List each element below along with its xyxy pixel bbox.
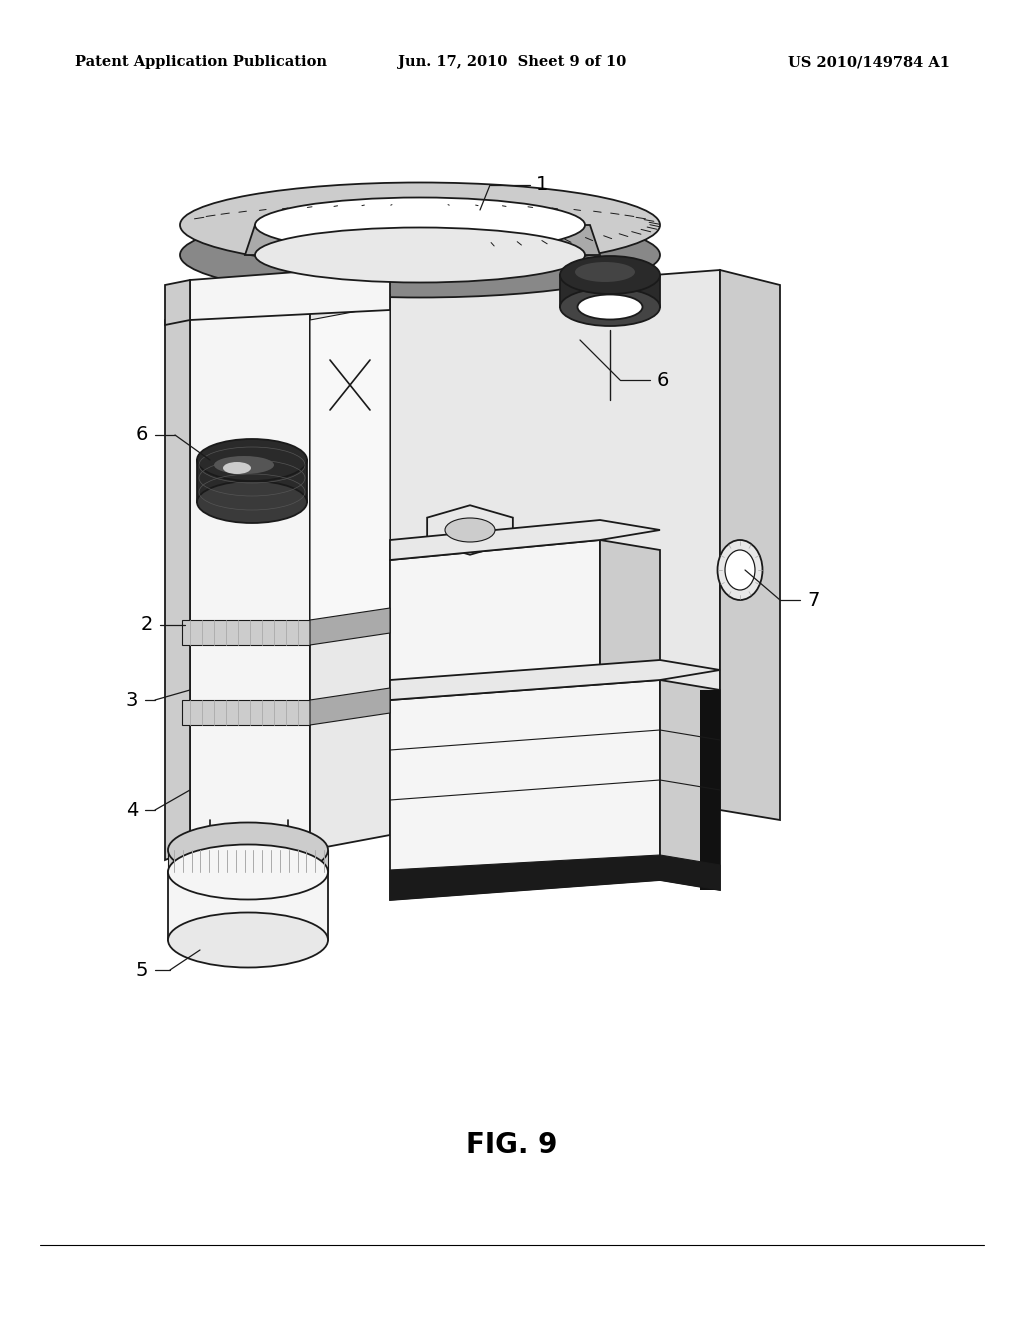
Polygon shape <box>190 310 310 850</box>
Polygon shape <box>168 850 328 873</box>
Text: US 2010/149784 A1: US 2010/149784 A1 <box>788 55 950 69</box>
Ellipse shape <box>214 455 274 474</box>
Polygon shape <box>165 310 190 861</box>
Polygon shape <box>390 855 720 900</box>
Ellipse shape <box>255 227 585 282</box>
Text: Jun. 17, 2010  Sheet 9 of 10: Jun. 17, 2010 Sheet 9 of 10 <box>398 55 626 69</box>
Polygon shape <box>427 506 513 554</box>
Ellipse shape <box>180 182 660 268</box>
Ellipse shape <box>168 845 328 899</box>
Text: 5: 5 <box>135 961 148 979</box>
Ellipse shape <box>223 462 251 474</box>
Text: FIG. 9: FIG. 9 <box>466 1131 558 1159</box>
Polygon shape <box>600 540 660 690</box>
Polygon shape <box>390 680 660 900</box>
Ellipse shape <box>180 213 660 297</box>
Ellipse shape <box>575 261 635 282</box>
Polygon shape <box>700 690 720 890</box>
Text: 7: 7 <box>807 590 819 610</box>
Polygon shape <box>168 873 328 940</box>
Polygon shape <box>182 620 310 645</box>
Polygon shape <box>310 305 390 635</box>
Ellipse shape <box>168 912 328 968</box>
Ellipse shape <box>578 294 642 319</box>
Polygon shape <box>560 275 660 308</box>
Polygon shape <box>390 271 720 836</box>
Ellipse shape <box>718 540 763 601</box>
Polygon shape <box>390 660 720 700</box>
Text: 6: 6 <box>657 371 670 389</box>
Polygon shape <box>720 271 780 820</box>
Polygon shape <box>197 459 307 502</box>
Polygon shape <box>310 609 390 645</box>
Text: Patent Application Publication: Patent Application Publication <box>75 55 327 69</box>
Ellipse shape <box>725 550 755 590</box>
Ellipse shape <box>168 845 328 899</box>
Ellipse shape <box>445 517 495 543</box>
Ellipse shape <box>168 822 328 878</box>
Text: 3: 3 <box>126 690 138 710</box>
Polygon shape <box>165 280 190 325</box>
Ellipse shape <box>560 288 660 326</box>
Ellipse shape <box>197 480 307 523</box>
Text: 4: 4 <box>126 800 138 820</box>
Ellipse shape <box>255 198 585 252</box>
Polygon shape <box>310 688 390 725</box>
Ellipse shape <box>560 256 660 294</box>
Ellipse shape <box>197 440 307 480</box>
Polygon shape <box>190 265 390 319</box>
Polygon shape <box>182 700 310 725</box>
Polygon shape <box>390 540 600 700</box>
Polygon shape <box>390 520 660 560</box>
Text: 6: 6 <box>135 425 148 445</box>
Polygon shape <box>310 294 390 850</box>
Text: 1: 1 <box>536 176 549 194</box>
Polygon shape <box>245 224 600 255</box>
Polygon shape <box>660 680 720 890</box>
Text: 2: 2 <box>140 615 153 635</box>
